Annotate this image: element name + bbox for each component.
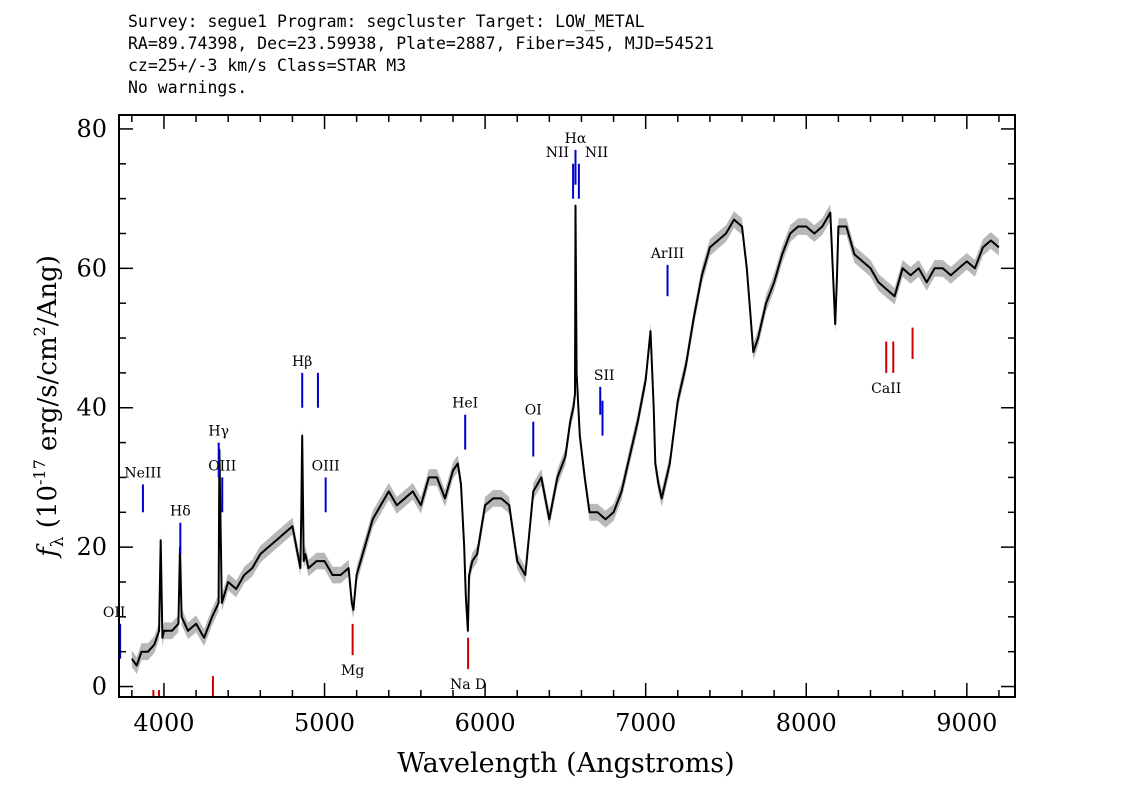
axis-ticks: 4000 5000 6000 7000 8000 9000 0 20 40 60 80	[76, 115, 1015, 737]
header-coordinates-line: RA=89.74398, Dec=23.59938, Plate=2887, F…	[128, 34, 715, 53]
y-tick-label: 80	[76, 115, 107, 143]
x-tick-label: 6000	[455, 709, 516, 737]
plot-frame	[118, 114, 1016, 698]
marker-label: OII	[103, 605, 126, 621]
marker-label: HeI	[452, 396, 478, 412]
x-tick-label: 5000	[294, 709, 355, 737]
marker-label: ArIII	[650, 246, 684, 262]
header-survey-line: Survey: segue1 Program: segcluster Targe…	[128, 12, 645, 31]
marker-label: Na D	[450, 677, 486, 693]
spectrum-layer	[130, 204, 1000, 667]
marker-label: OIII	[208, 458, 236, 474]
marker-label: Hδ	[170, 504, 191, 520]
x-tick-label: 7000	[615, 709, 676, 737]
spectrum-line	[130, 204, 1000, 667]
header-warnings-line: No warnings.	[128, 78, 248, 97]
marker-label: OI	[525, 403, 542, 419]
y-tick-label: 60	[76, 254, 107, 282]
y-tick-label: 20	[76, 533, 107, 561]
marker-label: CaII	[871, 381, 901, 397]
spectrum-error-band	[131, 197, 999, 674]
y-tick-label: 40	[76, 394, 107, 422]
marker-label: Hα	[565, 131, 587, 147]
x-tick-label: 4000	[133, 709, 194, 737]
x-tick-label: 8000	[776, 709, 837, 737]
x-axis-label: Wavelength (Angstroms)	[397, 748, 734, 779]
marker-label: OIII	[312, 458, 340, 474]
x-tick-label: 9000	[936, 709, 997, 737]
marker-label: NII	[546, 145, 569, 161]
marker-label: SII	[594, 368, 615, 384]
marker-label: Hβ	[292, 354, 312, 370]
marker-label: Mg	[341, 663, 364, 679]
marker-label: NeIII	[124, 465, 161, 481]
marker-label: NII	[585, 145, 608, 161]
y-tick-label: 0	[92, 673, 107, 701]
y-axis-label: fλ (10-17 erg/s/cm2/Ang)	[30, 255, 68, 559]
header-redshift-class-line: cz=25+/-3 km/s Class=STAR M3	[128, 56, 407, 75]
error-band-layer	[131, 197, 999, 674]
marker-label: Hγ	[208, 424, 229, 440]
